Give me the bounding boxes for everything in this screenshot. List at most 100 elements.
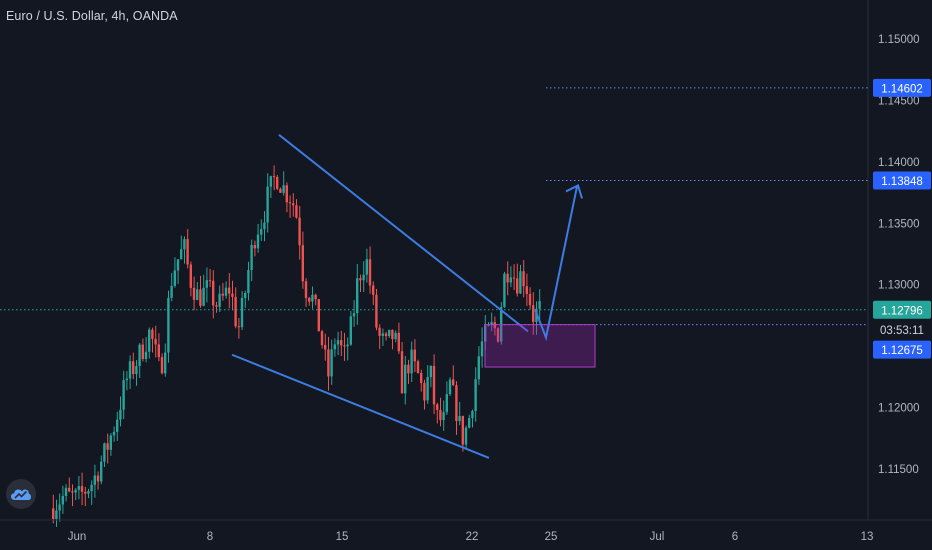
candle-body — [93, 475, 96, 485]
candle-body — [439, 409, 442, 421]
candle-body — [410, 349, 413, 374]
candle-body — [247, 270, 250, 294]
candle-body — [477, 356, 480, 380]
candle-body — [349, 316, 352, 345]
projection-arrowhead[interactable] — [565, 184, 583, 199]
candle-body — [304, 281, 308, 298]
candle-body — [212, 280, 215, 306]
candle-body — [372, 285, 375, 295]
candle-body — [471, 410, 474, 419]
candle-body — [61, 495, 64, 505]
demand-zone-box[interactable] — [484, 324, 596, 368]
candle-body — [295, 205, 298, 218]
candle-body — [135, 365, 138, 375]
candle-body — [260, 229, 263, 235]
candle-body — [487, 324, 490, 326]
candle-body — [333, 344, 336, 350]
candle-body — [144, 351, 148, 360]
candle-body — [519, 271, 522, 294]
candle-body — [388, 329, 391, 336]
candle-body — [58, 504, 61, 511]
candle-body — [250, 245, 253, 271]
candle-body — [493, 322, 496, 329]
wedge-upper-trendline[interactable] — [278, 134, 529, 333]
y-tick-label: 1.15000 — [878, 34, 920, 46]
candle-body — [516, 278, 519, 294]
candle-body — [119, 409, 122, 420]
candle-body — [125, 378, 128, 381]
candle-body — [512, 277, 516, 279]
candle-body — [224, 287, 228, 296]
candle-body — [461, 416, 464, 445]
tradingview-logo-icon[interactable] — [6, 479, 36, 509]
candle-body — [253, 245, 256, 249]
candle-body — [522, 271, 525, 287]
candle-body — [231, 293, 234, 297]
candle-body — [455, 385, 458, 422]
candle-body — [269, 176, 272, 187]
x-tick-label: 22 — [466, 531, 479, 543]
candle-body — [420, 372, 423, 384]
candle-body — [352, 313, 356, 317]
candle-body — [234, 296, 237, 327]
projection-arrow[interactable] — [534, 186, 578, 342]
candle-body — [381, 333, 384, 336]
candle-body — [442, 412, 445, 421]
candle-body — [71, 491, 74, 493]
candle-body — [311, 294, 314, 302]
candle-body — [391, 329, 394, 340]
y-tick-label: 1.14500 — [878, 95, 920, 107]
last-price-tag-text: 1.12796 — [881, 305, 923, 317]
y-tick-label: 1.13500 — [878, 218, 920, 230]
candle-body — [266, 186, 269, 223]
candle-body — [228, 287, 231, 294]
candle-body — [452, 379, 455, 386]
candle-body — [157, 344, 160, 358]
candle-body — [138, 344, 141, 366]
candle-body — [205, 280, 208, 288]
candle-body — [330, 349, 333, 377]
target-mid-price-tag[interactable]: 1.13848 — [873, 171, 931, 190]
candle-body — [218, 293, 221, 307]
candle-body — [196, 289, 199, 300]
drawings-layer[interactable] — [0, 87, 868, 459]
last-price-tag[interactable]: 1.12796 — [873, 300, 931, 319]
candle-body — [279, 188, 282, 193]
candle-body — [87, 491, 90, 494]
candle-body — [90, 484, 93, 492]
candle-body — [324, 345, 327, 350]
candle-body — [285, 185, 288, 203]
x-tick-label: 25 — [545, 531, 558, 543]
bid-level-price-tag-text: 1.12675 — [881, 345, 923, 357]
candle-body — [404, 364, 407, 394]
countdown-tag: 03:53:11 — [873, 321, 931, 339]
candle-body — [183, 239, 186, 250]
candle-body — [116, 419, 119, 432]
wedge-lower-trendline[interactable] — [231, 353, 490, 459]
candle-body — [445, 394, 448, 413]
candle-body — [368, 259, 372, 286]
candle-body — [343, 345, 346, 347]
candle-body — [532, 305, 535, 323]
candle-body — [468, 418, 471, 428]
x-tick-label: Jun — [68, 531, 87, 543]
target-high-price-tag[interactable]: 1.14602 — [873, 78, 931, 97]
candle-body — [336, 340, 340, 345]
candle-body — [128, 361, 132, 379]
chart-title: Euro / U.S. Dollar, 4h, OANDA — [6, 9, 178, 23]
candle-body — [346, 344, 349, 347]
candle-body — [528, 293, 532, 306]
candle-body — [106, 443, 109, 450]
candle-body — [192, 287, 196, 300]
x-tick-label: 6 — [732, 531, 738, 543]
candle-body — [340, 340, 343, 346]
candle-body — [413, 349, 416, 362]
bid-level-price-tag[interactable]: 1.12675 — [873, 340, 931, 359]
candle-body — [416, 361, 420, 373]
candle-body — [173, 270, 176, 286]
candle-body — [141, 344, 144, 360]
candle-body — [320, 331, 324, 346]
